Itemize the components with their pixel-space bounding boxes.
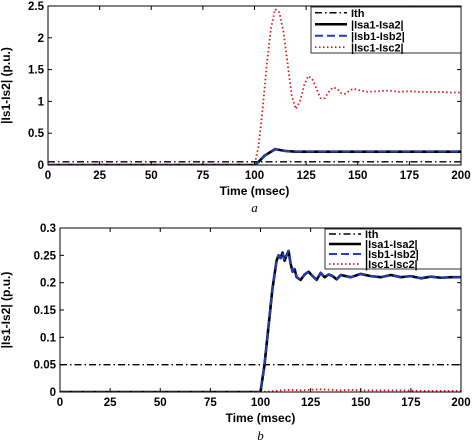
legend-entry: |Isa1-Isa2|	[365, 239, 418, 251]
legend-entry: |Isb1-Isb2|	[365, 249, 419, 261]
panel-label: a	[251, 200, 258, 215]
x-axis-label: Time (msec)	[226, 411, 296, 425]
legend-entry: |Isa1-Isa2|	[351, 19, 404, 31]
y-tick-label: 0.15	[34, 305, 57, 317]
chart-panel-b: 0 25 50 75 100 125 150 175 200 0 0.05 0.1 0.15 0.2 0.2…	[0, 223, 471, 443]
legend-box	[324, 228, 462, 270]
y-tick-label: 0.5	[28, 128, 45, 140]
x-tick-label: 200	[451, 397, 470, 409]
panel-label: b	[257, 428, 264, 443]
x-tick-label: 25	[104, 397, 117, 409]
legend-entry: |Isc1-Isc2|	[351, 42, 404, 54]
x-tick-label: 125	[297, 170, 317, 182]
series-line-2	[48, 148, 461, 165]
y-tick-label: 2	[38, 33, 44, 45]
x-tick-label: 75	[204, 397, 217, 409]
y-tick-label: 0	[50, 387, 56, 399]
x-tick-label: 50	[154, 397, 167, 409]
y-tick-label: 1	[38, 96, 45, 108]
y-tick-label: 1.5	[28, 65, 45, 77]
x-tick-label: 0	[57, 397, 63, 409]
x-tick-label: 75	[196, 170, 209, 182]
x-tick-label: 200	[451, 170, 470, 182]
x-tick-label: 100	[251, 397, 270, 409]
y-axis-label: |Is1-Is2| (p.u.)	[0, 47, 13, 124]
series-line-2	[60, 249, 461, 392]
x-tick-label: 150	[348, 170, 367, 182]
chart-panel-a: 0 25 50 75 100 125 150 175 200 0 0.5 1 1.5 2 2.5 Time (…	[0, 1, 471, 215]
x-tick-label: 175	[400, 170, 420, 182]
legend-entry: |Isc1-Isc2|	[365, 259, 418, 271]
legend-entry: Ith	[351, 8, 365, 20]
legend: Ith|Isa1-Isa2||Isb1-Isb2||Isc1-Isc2|	[310, 6, 462, 54]
legend-entry: |Isb1-Isb2|	[351, 31, 405, 43]
legend-entry: Ith	[365, 229, 379, 241]
series-line-3	[48, 8, 461, 165]
y-tick-label: 0.3	[40, 223, 56, 235]
x-tick-label: 0	[45, 170, 51, 182]
y-tick-label: 0.2	[40, 278, 56, 290]
x-axis-label: Time (msec)	[220, 184, 290, 198]
series-line-3	[60, 388, 461, 392]
x-tick-label: 50	[145, 170, 158, 182]
x-tick-label: 175	[401, 397, 421, 409]
x-tick-label: 100	[245, 170, 264, 182]
x-tick-label: 125	[301, 397, 321, 409]
x-tick-label: 25	[93, 170, 106, 182]
y-tick-label: 2.5	[28, 1, 45, 13]
y-axis-label: |Is1-Is2| (p.u.)	[0, 272, 13, 349]
x-tick-label: 150	[351, 397, 370, 409]
y-tick-label: 0.1	[40, 332, 57, 344]
series-line-1	[60, 249, 461, 392]
y-tick-label: 0.05	[34, 360, 57, 372]
y-tick-label: 0	[38, 160, 44, 172]
legend: Ith|Isa1-Isa2||Isb1-Isb2||Isc1-Isc2|	[324, 228, 462, 271]
plot-lines	[60, 249, 461, 392]
legend-box	[310, 6, 462, 54]
y-tick-label: 0.25	[34, 250, 57, 262]
